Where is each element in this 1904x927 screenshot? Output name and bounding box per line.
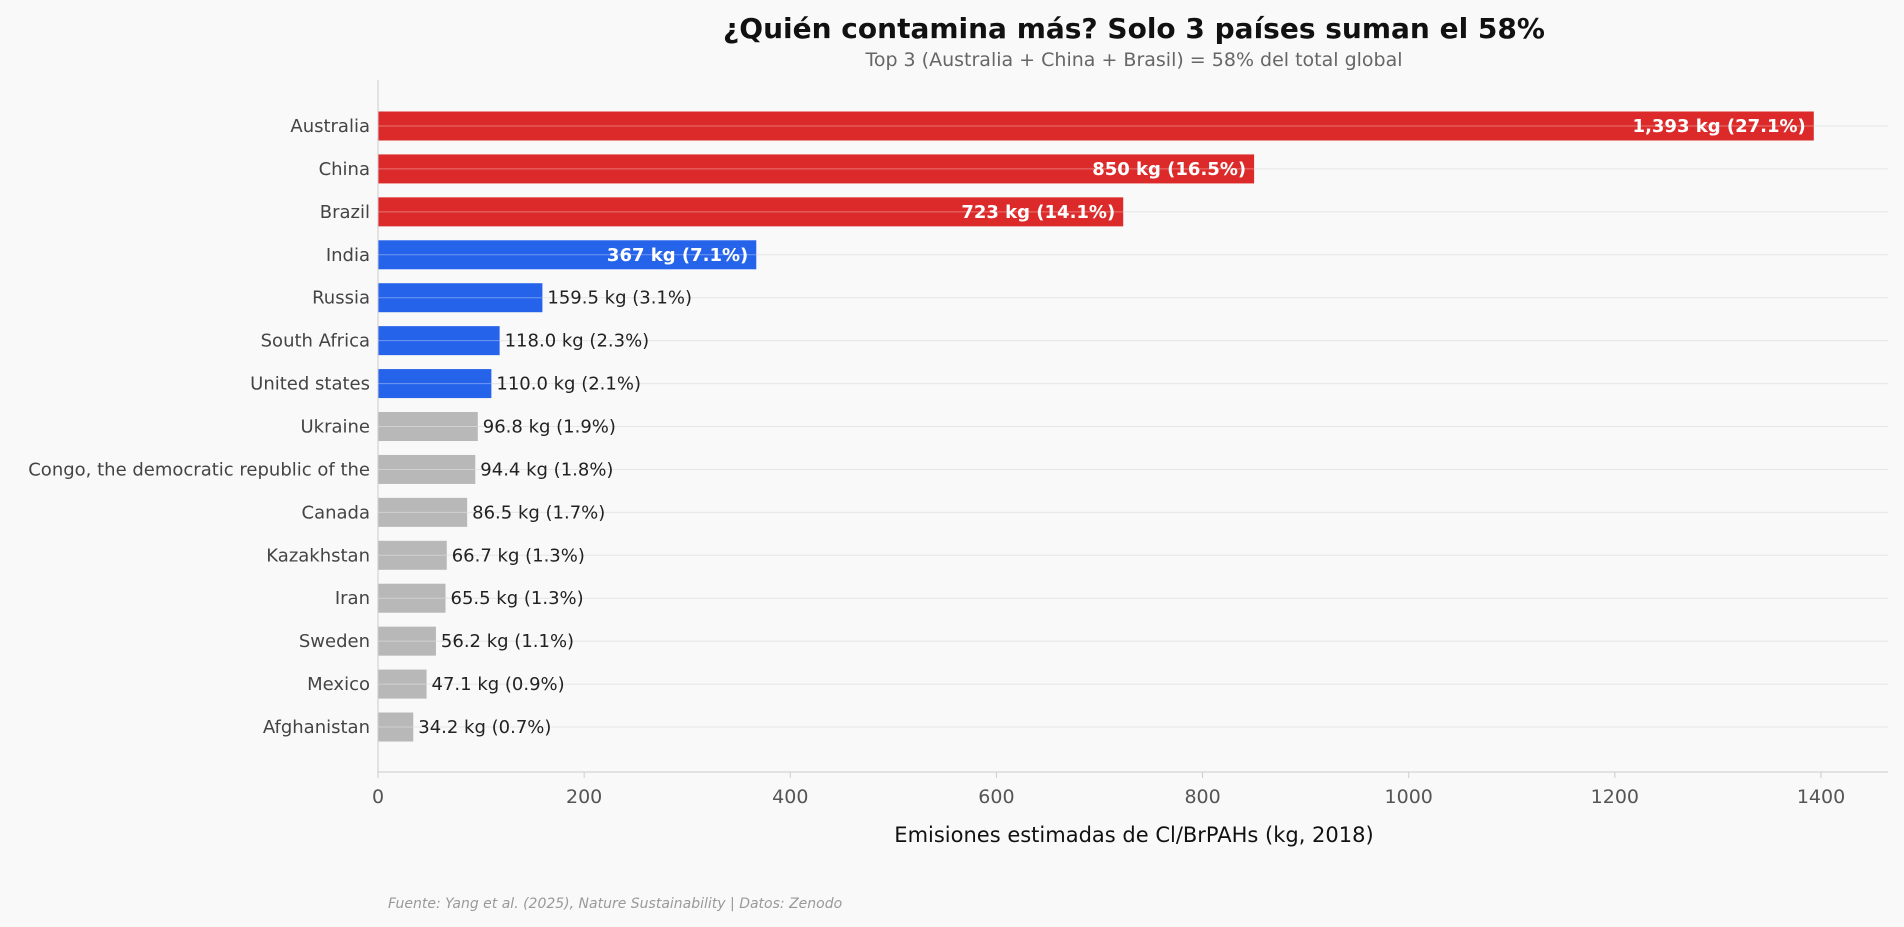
x-tick-label: 1000	[1385, 786, 1433, 808]
x-tick-label: 600	[978, 786, 1014, 808]
x-axis-label: Emisiones estimadas de Cl/BrPAHs (kg, 20…	[894, 823, 1373, 847]
bar	[378, 283, 543, 313]
data-label: 850 kg (16.5%)	[1092, 159, 1246, 180]
data-label: 723 kg (14.1%)	[961, 202, 1115, 223]
category-label: China	[319, 159, 370, 180]
data-label: 86.5 kg (1.7%)	[472, 502, 605, 523]
x-tick-label: 0	[372, 786, 384, 808]
category-label: Ukraine	[300, 417, 370, 438]
category-label: India	[326, 245, 370, 266]
bar	[378, 412, 478, 442]
data-labels: 1,393 kg (27.1%) 850 kg (16.5%) 723 kg (14…	[418, 116, 1806, 738]
category-label: Brazil	[320, 202, 370, 223]
bar	[378, 197, 1124, 227]
bar	[378, 540, 447, 570]
bar	[378, 240, 757, 270]
data-label: 110.0 kg (2.1%)	[496, 374, 641, 395]
x-tick-label: 800	[1184, 786, 1220, 808]
axes: 0 200 400 600 800 1000 1200 1400	[372, 80, 1888, 808]
gridlines	[378, 125, 1888, 728]
bar	[378, 497, 468, 527]
x-tick-label: 400	[772, 786, 808, 808]
bar	[378, 111, 1814, 141]
data-label: 56.2 kg (1.1%)	[441, 631, 574, 652]
chart-subtitle: Top 3 (Australia + China + Brasil) = 58%…	[864, 49, 1402, 71]
category-label: United states	[250, 374, 370, 395]
bar	[378, 626, 436, 656]
data-label: 118.0 kg (2.3%)	[505, 331, 650, 352]
data-label: 47.1 kg (0.9%)	[432, 674, 565, 695]
x-tick-label: 1200	[1591, 786, 1639, 808]
data-label: 34.2 kg (0.7%)	[418, 717, 551, 738]
bar	[378, 454, 476, 484]
bar	[378, 712, 414, 742]
category-label: Sweden	[299, 631, 370, 652]
category-label: Mexico	[307, 674, 370, 695]
data-label: 65.5 kg (1.3%)	[451, 588, 584, 609]
data-label: 367 kg (7.1%)	[607, 245, 748, 266]
data-label: 96.8 kg (1.9%)	[483, 417, 616, 438]
data-label: 66.7 kg (1.3%)	[452, 545, 585, 566]
category-label: Afghanistan	[263, 717, 370, 738]
bar	[378, 669, 427, 699]
x-tick-label: 1400	[1797, 786, 1845, 808]
bar	[378, 154, 1255, 184]
data-label: 94.4 kg (1.8%)	[480, 459, 613, 480]
category-label: Canada	[302, 502, 371, 523]
chart-title: ¿Quién contamina más? Solo 3 países suma…	[723, 12, 1545, 45]
bar	[378, 583, 446, 613]
category-label: Kazakhstan	[266, 545, 370, 566]
category-label: Australia	[290, 116, 370, 137]
bar	[378, 369, 492, 399]
category-label: Congo, the democratic republic of the	[28, 459, 370, 480]
category-labels: Australia China Brazil India Russia South Afr…	[28, 116, 370, 738]
x-tick-label: 200	[566, 786, 602, 808]
data-label: 1,393 kg (27.1%)	[1633, 116, 1806, 137]
category-label: Iran	[335, 588, 370, 609]
category-label: Russia	[312, 288, 370, 309]
bars	[378, 111, 1814, 742]
category-label: South Africa	[261, 331, 370, 352]
bar	[378, 326, 500, 356]
data-label: 159.5 kg (3.1%)	[547, 288, 692, 309]
source-note: Fuente: Yang et al. (2025), Nature Susta…	[388, 896, 842, 912]
